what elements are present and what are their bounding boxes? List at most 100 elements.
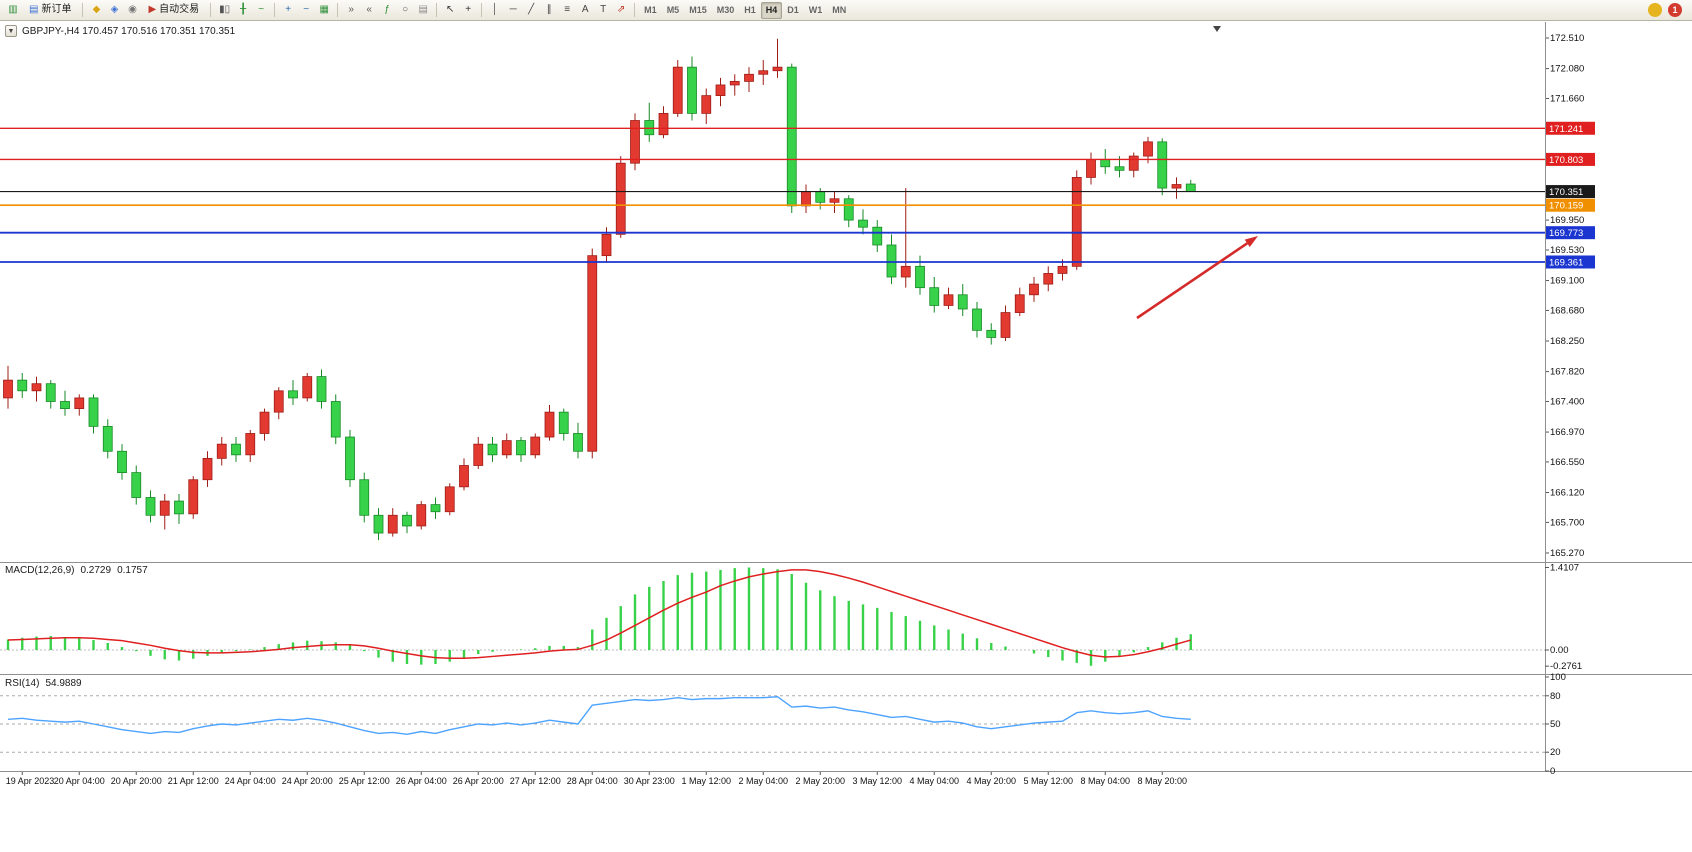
price-axis-label: 166.120 <box>1550 488 1584 499</box>
candle-body <box>972 308 982 331</box>
price-axis-label: 166.970 <box>1550 427 1584 438</box>
candle-body <box>145 497 156 516</box>
candle-body <box>843 198 854 221</box>
macd-title: MACD(12,26,9) <box>5 565 75 576</box>
timeframe-m1-button[interactable]: M1 <box>644 4 657 15</box>
candle-body <box>544 411 555 438</box>
toolbar-divider <box>436 3 438 17</box>
time-axis-label: 5 May 12:00 <box>1023 776 1073 786</box>
shapes-button[interactable]: ⇗ <box>616 4 626 15</box>
timeframe-h1-button[interactable]: H1 <box>744 4 756 15</box>
rsi-line <box>7 696 1191 736</box>
market-watch-button[interactable]: ◆ <box>92 4 101 15</box>
line-chart-button[interactable]: ~ <box>258 4 265 15</box>
candle-body <box>316 376 327 402</box>
timeframe-m30-button[interactable]: M30 <box>716 4 735 15</box>
vertical-line-button[interactable]: │ <box>492 4 499 15</box>
trendline-button[interactable]: ╱ <box>528 4 535 15</box>
chart-shift-button[interactable]: « <box>366 4 372 15</box>
navigator-button[interactable]: ◈ <box>110 4 119 15</box>
new-chart-icon-button[interactable]: ▥ <box>8 4 18 15</box>
candle-body <box>159 500 170 516</box>
time-axis-label: 20 Apr 04:00 <box>54 776 105 786</box>
candle-body <box>1057 265 1068 274</box>
timeframe-d1-button[interactable]: D1 <box>787 4 799 15</box>
auto-scroll-button[interactable]: » <box>348 4 354 15</box>
symbol-ohlc-label: GBPJPY-,H4 170.457 170.516 170.351 170.3… <box>22 25 236 37</box>
macd-axis-label: -0.2761 <box>1550 661 1582 672</box>
trend-arrow-head[interactable] <box>1244 236 1258 248</box>
toolbar-divider <box>274 3 276 17</box>
candle-body <box>615 162 626 235</box>
candle-body <box>530 436 541 456</box>
channel-button[interactable]: ∥ <box>546 4 552 15</box>
indicators-button[interactable]: ƒ <box>384 4 390 15</box>
timeframe-m15-button[interactable]: M15 <box>689 4 707 15</box>
candle-body <box>829 198 840 203</box>
time-axis-label: 20 Apr 20:00 <box>111 776 162 786</box>
candle-body <box>801 191 811 207</box>
candle-body <box>459 465 469 488</box>
price-axis-label: 171.660 <box>1550 93 1584 104</box>
price-tag-label: 170.803 <box>1549 155 1583 166</box>
toolbar-right-group: 1 <box>1648 3 1688 17</box>
chart-collapse-button[interactable]: ▼ <box>5 25 17 37</box>
candlestick-chart-button[interactable]: ╂ <box>240 4 247 15</box>
timeframe-h4-button[interactable]: H4 <box>760 1 783 19</box>
timeframe-w1-button[interactable]: W1 <box>808 4 823 15</box>
toolbar-divider <box>634 3 636 17</box>
candle-body <box>516 440 526 456</box>
candle-body <box>273 390 284 413</box>
zoom-in-button[interactable]: + <box>285 4 292 15</box>
candle-body <box>1043 273 1054 285</box>
time-axis-label: 4 May 04:00 <box>909 776 959 786</box>
auto-trading-button-label: 自动交易 <box>159 4 200 15</box>
candle-body <box>288 390 298 399</box>
candle-body <box>330 401 341 438</box>
price-tag-label: 170.351 <box>1549 187 1583 198</box>
text-button[interactable]: A <box>581 4 589 15</box>
time-axis-label: 28 Apr 04:00 <box>567 776 618 786</box>
time-axis-label: 26 Apr 20:00 <box>453 776 504 786</box>
candle-body <box>501 440 512 456</box>
price-axis-label: 172.510 <box>1550 33 1584 44</box>
toolbar-divider <box>481 3 483 17</box>
bar-chart-button[interactable]: ▮▯ <box>219 4 231 15</box>
periods-button[interactable]: ○ <box>402 4 409 15</box>
new-order-button[interactable]: ▤ 新订单 <box>22 2 78 19</box>
candle-body <box>174 500 184 515</box>
chart-header: ▼ GBPJPY-,H4 170.457 170.516 170.351 170… <box>5 25 235 37</box>
price-axis-label: 169.530 <box>1550 245 1584 256</box>
macd-axis-label: 1.4107 <box>1550 562 1579 573</box>
price-tag <box>1546 152 1595 166</box>
candle-body <box>744 73 754 82</box>
time-axis-label: 8 May 04:00 <box>1080 776 1130 786</box>
trend-arrow-line[interactable] <box>1136 242 1248 320</box>
alerts-button[interactable]: ◉ <box>128 4 137 15</box>
macd-value: 0.2729 <box>80 565 112 576</box>
horizontal-line-button[interactable]: ─ <box>509 4 517 15</box>
tile-windows-button[interactable]: ▦ <box>319 4 329 15</box>
auto-trading-button[interactable]: ▶ 自动交易 <box>141 2 206 19</box>
templates-button[interactable]: ▤ <box>418 4 428 15</box>
candle-body <box>17 379 28 392</box>
timeframe-m5-button[interactable]: M5 <box>666 4 680 15</box>
label-button[interactable]: T <box>600 4 607 15</box>
notification-badge[interactable]: 1 <box>1668 3 1682 17</box>
candle-body <box>74 397 85 409</box>
cursor-button[interactable]: ↖ <box>445 4 455 15</box>
candle-body <box>60 401 70 409</box>
candle-body <box>872 226 883 246</box>
price-axis-label: 167.820 <box>1550 367 1584 378</box>
timeframe-mn-button[interactable]: MN <box>832 4 847 15</box>
chart-shift-marker[interactable] <box>1213 26 1221 32</box>
time-axis-label: 24 Apr 20:00 <box>282 776 333 786</box>
price-tag-label: 170.159 <box>1549 201 1583 212</box>
crosshair-button[interactable]: + <box>465 4 472 15</box>
time-axis-label: 30 Apr 23:00 <box>624 776 675 786</box>
zoom-out-button[interactable]: − <box>303 4 310 15</box>
auto-trading-icon: ▶ <box>148 4 157 15</box>
news-icon[interactable] <box>1648 3 1662 17</box>
fibonacci-button[interactable]: ≡ <box>564 4 571 15</box>
